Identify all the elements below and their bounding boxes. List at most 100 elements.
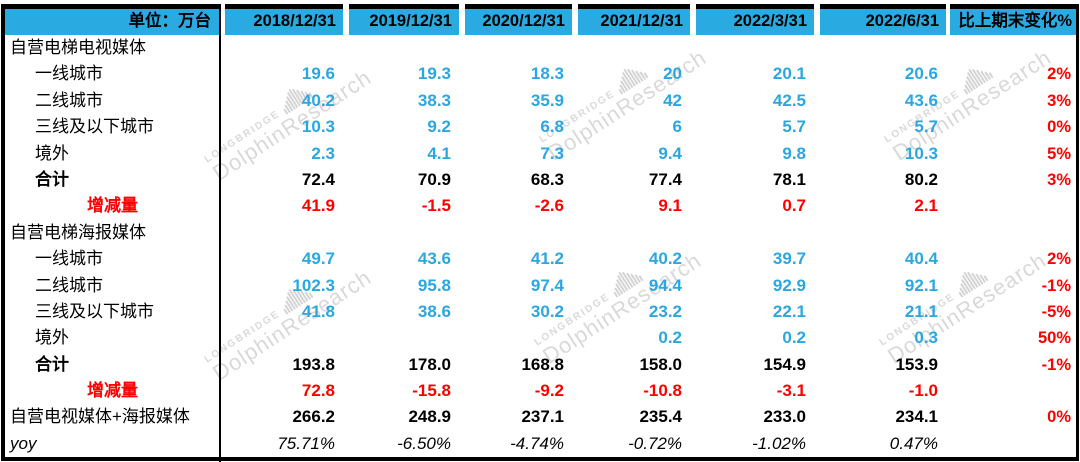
value-cell: 9.1 bbox=[658, 196, 682, 216]
row-label: 一线城市 bbox=[35, 249, 103, 269]
value-cell: 6.8 bbox=[540, 117, 564, 137]
value-cell: 0.47% bbox=[889, 433, 938, 453]
table-row: 自营电梯电视媒体 bbox=[5, 35, 1076, 61]
value-cell bbox=[219, 220, 343, 246]
value-cell: 38.3 bbox=[417, 90, 451, 110]
longbridge-bars-icon bbox=[283, 288, 314, 315]
row-label: 增减量 bbox=[87, 196, 138, 216]
row-change-value: 2% bbox=[1047, 65, 1071, 84]
value-cell bbox=[459, 220, 572, 246]
value-cell: 41.2 bbox=[530, 249, 564, 269]
row-label: 三线及以下城市 bbox=[35, 117, 154, 137]
value-cell: 158.0 bbox=[639, 354, 682, 374]
table-row: 三线及以下城市 10.3 9.2 6.8 6 5.7 5.7 0% bbox=[5, 114, 1076, 140]
value-cell: 35.9 bbox=[530, 90, 564, 110]
value-cell: 77.4 bbox=[648, 169, 682, 189]
value-cell bbox=[219, 325, 343, 351]
watermark: LONGBRIDGE DolphinResearch bbox=[198, 49, 376, 186]
row-change-value: 0% bbox=[1047, 118, 1071, 137]
value-cell: 4.1 bbox=[427, 143, 451, 163]
value-cell: 237.1 bbox=[521, 407, 564, 427]
value-cell bbox=[343, 325, 459, 351]
value-cell: 78.1 bbox=[772, 169, 806, 189]
date-header: 2019/12/31 bbox=[349, 4, 459, 35]
date-header: 2018/12/31 bbox=[225, 4, 343, 35]
value-cell: 154.9 bbox=[763, 354, 806, 374]
watermark: LONGBRIDGE DolphinResearch bbox=[873, 232, 1051, 369]
longbridge-bars-icon bbox=[618, 68, 649, 95]
value-cell: 42 bbox=[663, 90, 682, 110]
value-cell: -1.02% bbox=[752, 433, 806, 453]
row-change-value bbox=[946, 431, 1076, 457]
date-header: 2020/12/31 bbox=[465, 4, 572, 35]
value-cell: 49.7 bbox=[301, 249, 335, 269]
value-cell: 40.4 bbox=[904, 249, 938, 269]
value-cell: 72.8 bbox=[301, 381, 335, 401]
value-cell: 2.3 bbox=[311, 143, 335, 163]
value-cell bbox=[690, 220, 814, 246]
longbridge-bars-icon bbox=[283, 88, 314, 115]
value-cell: 95.8 bbox=[417, 275, 451, 295]
value-cell: 41.8 bbox=[301, 301, 335, 321]
table-row: 自营电梯海报媒体 bbox=[5, 220, 1076, 246]
row-change-value: 0% bbox=[1047, 408, 1071, 427]
row-label: 二线城市 bbox=[35, 90, 103, 110]
value-cell: 94.4 bbox=[648, 275, 682, 295]
table-row: 二线城市 40.2 38.3 35.9 42 42.5 43.6 3% bbox=[5, 88, 1076, 114]
value-cell: 97.4 bbox=[530, 275, 564, 295]
table-row: 合计 72.4 70.9 68.3 77.4 78.1 80.2 3% bbox=[5, 167, 1076, 193]
row-change-value bbox=[946, 35, 1076, 61]
value-cell: 20.1 bbox=[772, 64, 806, 84]
row-change-value: 3% bbox=[1047, 170, 1071, 189]
value-cell: -2.6 bbox=[534, 196, 564, 216]
value-cell: -3.1 bbox=[776, 381, 806, 401]
watermark: LONGBRIDGE DolphinResearch bbox=[198, 249, 376, 386]
value-cell: 22.1 bbox=[772, 301, 806, 321]
watermark-top: LONGBRIDGE bbox=[198, 49, 363, 165]
row-change-value: 3% bbox=[1047, 91, 1071, 110]
date-header-cell: 2022/6/31 bbox=[814, 4, 946, 35]
value-cell: 0.3 bbox=[914, 328, 938, 348]
value-cell: -15.8 bbox=[412, 381, 451, 401]
value-cell: 18.3 bbox=[530, 64, 564, 84]
value-cell: 6 bbox=[672, 117, 682, 137]
value-cell bbox=[343, 220, 459, 246]
value-cell: 248.9 bbox=[408, 407, 451, 427]
value-cell: 92.9 bbox=[772, 275, 806, 295]
value-cell: 70.9 bbox=[417, 169, 451, 189]
value-cell: 19.3 bbox=[417, 64, 451, 84]
table-row: yoy 75.71% -6.50% -4.74% -0.72% -1.02% 0.47% bbox=[5, 431, 1076, 457]
table-body: 自营电梯电视媒体 一线城市 19.6 19.3 18.3 20 20.1 20.6 2% 二… bbox=[5, 35, 1076, 457]
watermark-top: LONGBRIDGE bbox=[533, 29, 698, 145]
value-cell: 178.0 bbox=[408, 354, 451, 374]
change-header-cell: 比上期末变化% bbox=[946, 4, 1076, 35]
row-label: 自营电梯海报媒体 bbox=[10, 222, 146, 242]
row-change-value bbox=[946, 378, 1076, 404]
date-header: 2022/3/31 bbox=[696, 4, 814, 35]
row-change-value bbox=[946, 220, 1076, 246]
row-label: 增减量 bbox=[87, 381, 138, 401]
unit-header-cell: 单位：万台 bbox=[5, 4, 219, 35]
row-change-value bbox=[946, 193, 1076, 219]
longbridge-bars-icon bbox=[963, 68, 994, 95]
value-cell: 168.8 bbox=[521, 354, 564, 374]
value-cell: 68.3 bbox=[530, 169, 564, 189]
value-cell: 5.7 bbox=[782, 117, 806, 137]
value-cell: 193.8 bbox=[292, 354, 335, 374]
row-label: 合计 bbox=[35, 169, 69, 189]
value-cell bbox=[219, 35, 343, 61]
value-cell: -9.2 bbox=[534, 381, 564, 401]
value-cell: 9.2 bbox=[427, 117, 451, 137]
value-cell: 42.5 bbox=[772, 90, 806, 110]
date-header: 2022/6/31 bbox=[820, 4, 946, 35]
value-cell: 20 bbox=[663, 64, 682, 84]
value-cell: 40.2 bbox=[301, 90, 335, 110]
row-change-value: -1% bbox=[1041, 276, 1071, 295]
date-header: 2021/12/31 bbox=[578, 4, 690, 35]
value-cell: 5.7 bbox=[914, 117, 938, 137]
watermark-top: LONGBRIDGE bbox=[198, 249, 363, 365]
table-row: 一线城市 49.7 43.6 41.2 40.2 39.7 40.4 2% bbox=[5, 246, 1076, 272]
value-cell: 30.2 bbox=[530, 301, 564, 321]
date-header-cell: 2022/3/31 bbox=[690, 4, 814, 35]
